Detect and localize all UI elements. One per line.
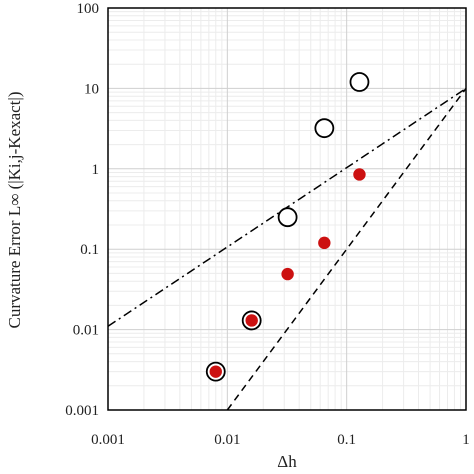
filled-circle-point bbox=[353, 168, 366, 181]
y-tick-label: 0.1 bbox=[80, 242, 99, 258]
dashed-reference-line bbox=[226, 87, 467, 411]
y-tick-label: 100 bbox=[77, 1, 100, 17]
filled-circle-point bbox=[318, 236, 331, 250]
data-markers bbox=[205, 72, 370, 382]
x-tick-label: 0.001 bbox=[91, 432, 125, 448]
filled-circle-point bbox=[209, 365, 222, 378]
y-tick-label: 0.001 bbox=[65, 403, 99, 419]
open-circle-point bbox=[277, 207, 298, 228]
open-circle-point bbox=[349, 72, 370, 92]
plot-frame bbox=[107, 7, 467, 411]
y-tick-label: 10 bbox=[84, 81, 99, 97]
x-tick-label: 0.01 bbox=[214, 432, 240, 448]
y-tick-labels: 0.001 0.01 0.1 1 10 100 bbox=[65, 1, 99, 419]
x-axis-label: Δh bbox=[277, 452, 297, 471]
x-tick-label: 0.1 bbox=[337, 432, 356, 448]
x-tick-labels: 0.001 0.01 0.1 1 bbox=[91, 432, 470, 448]
minor-grid bbox=[108, 8, 466, 410]
y-tick-label: 0.01 bbox=[73, 323, 99, 339]
x-tick-label: 1 bbox=[462, 432, 470, 448]
y-tick-label: 1 bbox=[92, 162, 100, 178]
filled-circle-point bbox=[281, 267, 294, 281]
filled-circle-point bbox=[245, 314, 258, 327]
y-axis-label: Curvature Error L∞ (|Ki,j-Kexact|) bbox=[5, 92, 24, 329]
open-circle-point bbox=[314, 118, 335, 139]
